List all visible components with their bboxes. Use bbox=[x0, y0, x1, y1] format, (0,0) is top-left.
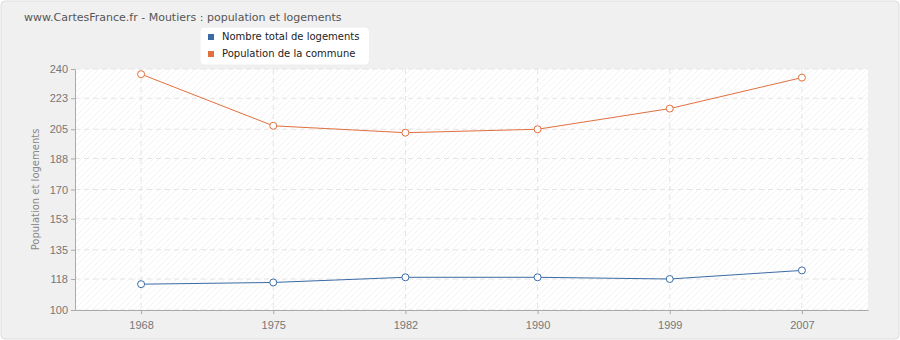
axis-line bbox=[75, 70, 76, 311]
legend-label: Population de la commune bbox=[222, 48, 355, 59]
grid-line bbox=[75, 158, 868, 159]
tick-mark bbox=[71, 129, 75, 130]
marker bbox=[270, 279, 277, 286]
tick-mark bbox=[71, 279, 75, 280]
marker bbox=[534, 274, 541, 281]
tick: 153 bbox=[50, 213, 75, 225]
tick-mark bbox=[71, 69, 75, 70]
legend-swatch bbox=[208, 51, 214, 57]
grid-line bbox=[273, 69, 274, 310]
grid-line bbox=[75, 279, 868, 280]
series-line bbox=[141, 270, 802, 284]
tick-label: 135 bbox=[50, 244, 68, 256]
grid bbox=[75, 69, 868, 310]
tick-label: 1990 bbox=[526, 319, 550, 331]
axis-line bbox=[76, 310, 869, 311]
tick-label: 1968 bbox=[129, 319, 153, 331]
tick-mark bbox=[670, 310, 671, 314]
marker bbox=[798, 74, 805, 81]
tick: 118 bbox=[50, 273, 75, 285]
tick-mark bbox=[71, 310, 75, 311]
tick-label: 223 bbox=[50, 92, 68, 104]
tick-label: 118 bbox=[50, 273, 68, 285]
tick-label: 100 bbox=[50, 304, 68, 316]
tick: 223 bbox=[50, 92, 75, 104]
tick-mark bbox=[71, 190, 75, 191]
series-group bbox=[138, 71, 806, 288]
series-line bbox=[141, 74, 802, 133]
background bbox=[1, 1, 899, 339]
tick: 135 bbox=[50, 244, 75, 256]
tick: 205 bbox=[50, 123, 75, 135]
marker bbox=[138, 71, 145, 78]
marker bbox=[534, 126, 541, 133]
tick-label: 1975 bbox=[262, 319, 286, 331]
marker bbox=[270, 122, 277, 129]
tick-mark bbox=[71, 219, 75, 220]
y-axis: 100 118 135 153 170 188 205 223 240 bbox=[50, 63, 76, 316]
marker bbox=[666, 276, 673, 283]
tick: 100 bbox=[50, 304, 75, 316]
tick-mark bbox=[71, 159, 75, 160]
tick-label: 1999 bbox=[658, 319, 682, 331]
grid-line bbox=[141, 69, 142, 310]
tick: 188 bbox=[50, 153, 75, 165]
legend: Nombre total de logements Population de l… bbox=[200, 27, 369, 65]
tick-mark bbox=[802, 310, 803, 314]
marker bbox=[402, 274, 409, 281]
marker bbox=[666, 105, 673, 112]
tick-label: 153 bbox=[50, 213, 68, 225]
tick-label: 205 bbox=[50, 123, 68, 135]
tick-label: 240 bbox=[50, 63, 68, 75]
plot-area bbox=[75, 69, 868, 310]
grid-line bbox=[75, 129, 868, 130]
tick-label: 170 bbox=[50, 184, 68, 196]
tick: 1982 bbox=[394, 310, 418, 331]
tick-mark bbox=[71, 250, 75, 251]
grid-line bbox=[75, 98, 868, 99]
marker bbox=[402, 129, 409, 136]
marker bbox=[798, 267, 805, 274]
marker bbox=[138, 281, 145, 288]
grid-line bbox=[75, 189, 868, 190]
tick-label: 1982 bbox=[394, 319, 418, 331]
legend-box bbox=[200, 27, 369, 65]
tick: 1990 bbox=[526, 310, 550, 331]
tick: 2007 bbox=[790, 310, 814, 331]
tick-mark bbox=[405, 310, 406, 314]
tick-mark bbox=[273, 310, 274, 314]
tick: 1975 bbox=[262, 310, 286, 331]
tick: 240 bbox=[50, 63, 75, 75]
legend-label: Nombre total de logements bbox=[222, 31, 359, 42]
grid-line bbox=[75, 249, 868, 250]
tick: 170 bbox=[50, 184, 75, 196]
title: www.CartesFrance.fr - Moutiers : populat… bbox=[24, 11, 342, 24]
legend-swatch bbox=[208, 34, 214, 40]
grid-line bbox=[75, 218, 868, 219]
chart: 1001181351531701882052232401968197519821… bbox=[0, 0, 900, 340]
tick-label: 188 bbox=[50, 153, 68, 165]
tick-mark bbox=[538, 310, 539, 314]
grid-line bbox=[75, 310, 868, 311]
axis-title: Population et logements bbox=[30, 129, 41, 251]
grid-line bbox=[75, 69, 868, 70]
x-axis: 1968 1975 1982 1990 1999 2007 bbox=[76, 310, 869, 331]
tick: 1999 bbox=[658, 310, 682, 331]
tick-mark bbox=[141, 310, 142, 314]
tick: 1968 bbox=[129, 310, 153, 331]
tick-label: 2007 bbox=[790, 319, 814, 331]
tick-mark bbox=[71, 98, 75, 99]
